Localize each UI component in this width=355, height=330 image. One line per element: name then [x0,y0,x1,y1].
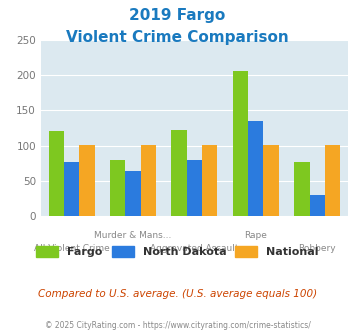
Text: © 2025 CityRating.com - https://www.cityrating.com/crime-statistics/: © 2025 CityRating.com - https://www.city… [45,321,310,330]
Bar [248,121,263,216]
Bar [233,71,248,216]
Bar [202,145,217,216]
Text: Rape: Rape [244,231,267,240]
Bar [310,195,325,216]
Text: Aggravated Assault: Aggravated Assault [150,244,239,253]
Text: Robbery: Robbery [299,244,336,253]
Text: Violent Crime Comparison: Violent Crime Comparison [66,30,289,45]
Text: All Violent Crime: All Violent Crime [34,244,109,253]
Legend: Fargo, North Dakota, National: Fargo, North Dakota, National [32,242,323,262]
Bar [263,145,279,216]
Text: 2019 Fargo: 2019 Fargo [129,8,226,23]
Text: Murder & Mans...: Murder & Mans... [94,231,171,240]
Bar [49,131,64,216]
Bar [64,162,79,216]
Bar [141,145,156,216]
Bar [325,145,340,216]
Bar [294,162,310,216]
Bar [79,145,94,216]
Bar [187,160,202,216]
Bar [125,171,141,216]
Bar [171,130,187,216]
Bar [110,160,125,216]
Text: Compared to U.S. average. (U.S. average equals 100): Compared to U.S. average. (U.S. average … [38,289,317,299]
